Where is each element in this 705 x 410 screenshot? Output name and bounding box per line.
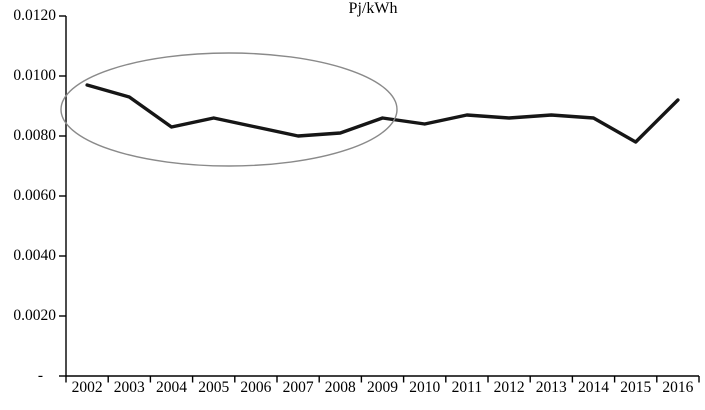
x-axis-tick-label: 2006 bbox=[240, 379, 272, 396]
x-axis-tick-label: 2016 bbox=[662, 379, 694, 396]
chart-title: Pj/kWh bbox=[348, 0, 398, 17]
x-axis-tick-label: 2010 bbox=[409, 379, 441, 396]
x-axis-tick-label: 2005 bbox=[198, 379, 230, 396]
x-axis-tick-label: 2007 bbox=[282, 379, 314, 396]
x-axis-tick-label: 2002 bbox=[71, 379, 103, 396]
x-axis-tick-label: 2003 bbox=[113, 379, 145, 396]
y-axis-tick-label: - bbox=[37, 367, 43, 384]
x-axis-tick-label: 2014 bbox=[577, 379, 609, 396]
y-axis-tick-label: 0.0040 bbox=[13, 247, 56, 264]
y-axis-tick-label: 0.0120 bbox=[13, 7, 56, 24]
x-axis-tick-label: 2013 bbox=[535, 379, 567, 396]
x-axis-tick-label: 2011 bbox=[451, 379, 483, 396]
data-series-line bbox=[85, 83, 680, 144]
y-axis-tick-label: 0.0020 bbox=[13, 307, 56, 324]
x-axis-tick-label: 2009 bbox=[366, 379, 398, 396]
y-axis-tick-label: 0.0100 bbox=[13, 67, 56, 84]
x-axis-tick-label: 2015 bbox=[620, 379, 652, 396]
y-axis-tick-label: 0.0080 bbox=[13, 127, 56, 144]
y-axis-tick-label: 0.0060 bbox=[13, 187, 56, 204]
x-axis-tick-label: 2012 bbox=[493, 379, 525, 396]
highlight-ellipse-annotation bbox=[60, 52, 398, 167]
x-axis-tick-label: 2004 bbox=[155, 379, 187, 396]
x-axis-tick-label: 2008 bbox=[324, 379, 356, 396]
